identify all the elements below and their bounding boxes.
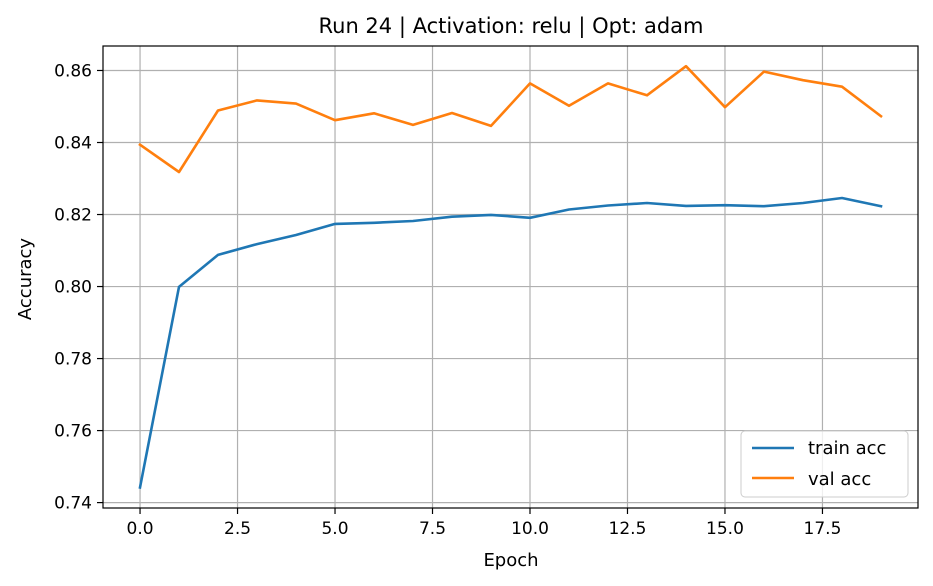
axis-ticks: 0.0 2.5 5.0 7.5 10.0 12.5 15.0 17.5 0.74 0.76 0.78… bbox=[54, 61, 841, 539]
x-axis-label: Epoch bbox=[483, 550, 538, 571]
y-tick-label: 0.86 bbox=[54, 61, 92, 81]
series-lines bbox=[138, 64, 883, 490]
x-tick-label: 2.5 bbox=[224, 519, 251, 539]
x-tick-label: 17.5 bbox=[804, 519, 842, 539]
plot-frame bbox=[102, 45, 919, 509]
y-tick-label: 0.78 bbox=[54, 350, 92, 370]
series-line-train-acc bbox=[138, 196, 883, 490]
x-tick-label: 15.0 bbox=[706, 519, 744, 539]
legend-label-train-acc: train acc bbox=[808, 438, 886, 459]
y-axis-label: Accuracy bbox=[15, 238, 36, 321]
x-tick-label: 10.0 bbox=[511, 519, 549, 539]
x-tick-label: 0.0 bbox=[127, 519, 154, 539]
y-tick-label: 0.82 bbox=[54, 206, 92, 226]
x-tick-label: 7.5 bbox=[419, 519, 446, 539]
y-tick-label: 0.80 bbox=[54, 278, 92, 298]
legend: train acc val acc bbox=[740, 430, 909, 498]
x-tick-label: 5.0 bbox=[321, 519, 348, 539]
y-tick-label: 0.74 bbox=[54, 494, 92, 514]
legend-label-val-acc: val acc bbox=[808, 469, 871, 490]
x-tick-label: 12.5 bbox=[609, 519, 647, 539]
y-tick-label: 0.76 bbox=[54, 422, 92, 442]
series-line-val-acc bbox=[138, 64, 883, 174]
y-tick-label: 0.84 bbox=[54, 134, 92, 154]
chart-title: Run 24 | Activation: relu | Opt: adam bbox=[318, 14, 703, 39]
